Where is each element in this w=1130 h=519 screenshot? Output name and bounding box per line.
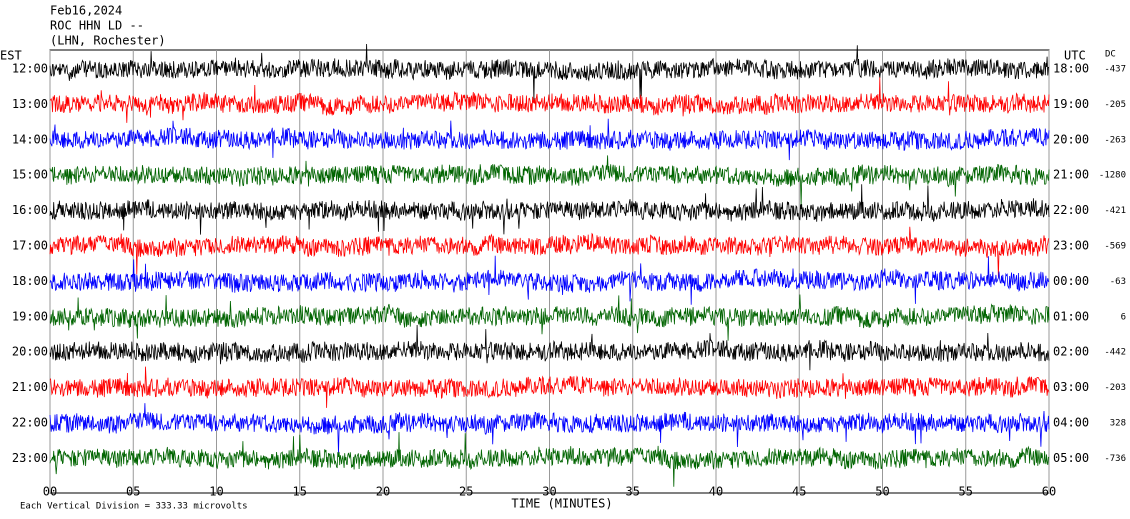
est-label: 15:00	[12, 168, 48, 182]
x-tick-label: 00	[43, 485, 57, 499]
x-tick-label: 30	[542, 485, 556, 499]
trace	[49, 43, 1050, 102]
x-tick-label: 35	[626, 485, 640, 499]
dc-value: -421	[1104, 206, 1126, 216]
left-axis-label: EST	[0, 49, 22, 63]
x-tick-label: 20	[376, 485, 390, 499]
trace	[49, 155, 1050, 207]
utc-label: 19:00	[1053, 97, 1089, 111]
utc-label: 04:00	[1053, 416, 1089, 430]
est-label: 12:00	[12, 62, 48, 76]
trace	[49, 432, 1050, 487]
dc-value: -736	[1104, 454, 1126, 464]
x-tick-label: 45	[792, 485, 806, 499]
trace	[49, 226, 1050, 278]
x-tick-label: 50	[875, 485, 889, 499]
title-location: (LHN, Rochester)	[50, 34, 166, 48]
trace	[49, 77, 1050, 123]
est-label: 22:00	[12, 416, 48, 430]
trace	[49, 294, 1050, 341]
trace	[49, 366, 1050, 408]
dc-value: 328	[1110, 419, 1126, 429]
utc-label: 05:00	[1053, 451, 1089, 465]
dc-value: -442	[1104, 348, 1126, 358]
utc-label: 23:00	[1053, 239, 1089, 253]
utc-label: 21:00	[1053, 168, 1089, 182]
dc-value: -203	[1104, 383, 1126, 393]
trace	[49, 324, 1050, 371]
x-tick-label: 15	[293, 485, 307, 499]
dc-value: -569	[1104, 242, 1126, 252]
utc-label: 22:00	[1053, 203, 1089, 217]
est-label: 23:00	[12, 451, 48, 465]
utc-label: 20:00	[1053, 132, 1089, 146]
est-label: 13:00	[12, 97, 48, 111]
trace	[49, 255, 1050, 305]
est-label: 17:00	[12, 239, 48, 253]
utc-label: 01:00	[1053, 309, 1089, 323]
est-label: 19:00	[12, 309, 48, 323]
est-label: 21:00	[12, 380, 48, 394]
dc-value: -205	[1104, 100, 1126, 110]
x-tick-label: 55	[959, 485, 973, 499]
x-tick-label: 05	[126, 485, 140, 499]
footnote: Each Vertical Division = 333.33 microvol…	[20, 502, 248, 512]
utc-label: 02:00	[1053, 345, 1089, 359]
dc-value: -1280	[1099, 171, 1126, 181]
est-label: 18:00	[12, 274, 48, 288]
est-label: 14:00	[12, 132, 48, 146]
x-tick-label: 40	[709, 485, 723, 499]
x-axis-label: TIME (MINUTES)	[511, 497, 612, 511]
x-tick-label: 10	[209, 485, 223, 499]
trace	[49, 118, 1050, 161]
right-axis-label: UTC	[1064, 49, 1086, 63]
dc-value: -437	[1104, 65, 1126, 75]
x-tick-label: 60	[1042, 485, 1056, 499]
dc-value: -63	[1110, 277, 1126, 287]
est-label: 16:00	[12, 203, 48, 217]
utc-label: 18:00	[1053, 62, 1089, 76]
dc-label: DC	[1105, 50, 1116, 60]
utc-label: 00:00	[1053, 274, 1089, 288]
est-label: 20:00	[12, 345, 48, 359]
title-date: Feb16,2024	[50, 4, 122, 18]
trace	[49, 403, 1050, 455]
utc-label: 03:00	[1053, 380, 1089, 394]
dc-value: 6	[1121, 312, 1126, 322]
x-tick-label: 25	[459, 485, 473, 499]
trace	[49, 184, 1050, 235]
title-station: ROC HHN LD --	[50, 19, 144, 33]
dc-value: -263	[1104, 135, 1126, 145]
